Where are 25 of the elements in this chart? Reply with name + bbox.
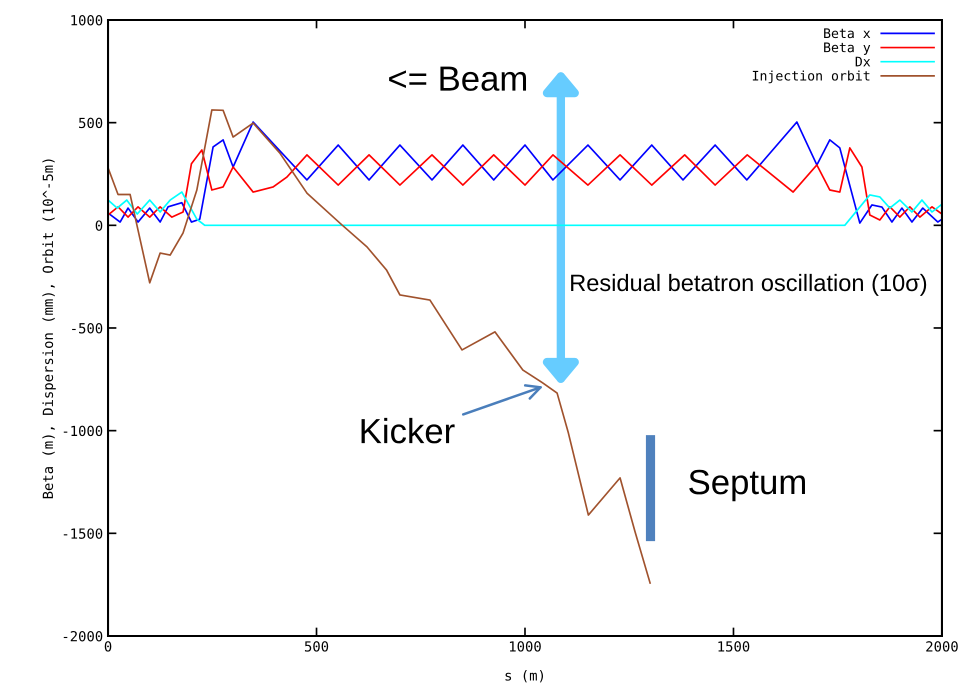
- x-axis-title: s (m): [506, 670, 544, 682]
- x-tick-label: 0: [104, 641, 112, 652]
- y-tick-label: 1000: [71, 14, 102, 26]
- annotation: Septum: [689, 470, 805, 502]
- y-tick-label: -1500: [64, 528, 102, 539]
- annotation: Kicker: [362, 418, 455, 444]
- x-tick-label: 2000: [926, 641, 958, 652]
- line-series: [108, 121, 942, 224]
- legend-label: Beta x: [824, 28, 870, 38]
- annotation: Residual betatron oscillation (10σ): [571, 274, 926, 296]
- legend-label: Beta y: [824, 42, 870, 55]
- x-tick-label: 1500: [718, 641, 750, 652]
- line-series: [108, 147, 942, 221]
- legend-label: Injection orbit: [752, 70, 870, 84]
- x-tick-label: 500: [304, 641, 328, 652]
- y-tick-label: -1000: [64, 426, 102, 436]
- y-tick-label: 500: [79, 118, 102, 128]
- annotation: <= Beam: [389, 66, 526, 91]
- y-tick-label: -2000: [64, 630, 102, 642]
- legend-label: Dx: [856, 56, 870, 66]
- line-series: [108, 191, 942, 226]
- x-tick-label: 1000: [510, 641, 541, 652]
- y-axis-title: Beta (m), Dispersion (mm), Orbit (10^-5m): [42, 159, 56, 498]
- y-tick-label: 0: [96, 220, 102, 231]
- y-tick-label: -500: [72, 322, 102, 334]
